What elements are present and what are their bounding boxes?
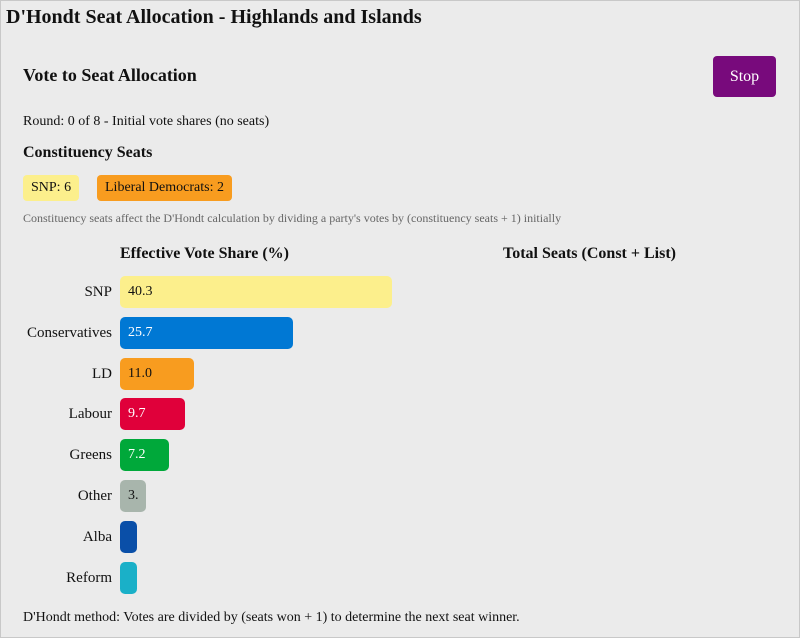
value-label: 7.2 [128, 447, 146, 463]
value-label: 40.3 [128, 284, 153, 299]
category-label: SNP [84, 284, 112, 300]
category-label: Other [77, 488, 112, 504]
bar [120, 561, 137, 594]
seats-title: Total Seats (Const + List) [503, 245, 676, 262]
bar [120, 357, 195, 390]
seat-badge: SNP: 6 [23, 175, 80, 201]
note: Constituency seats affect the D'Hondt ca… [23, 211, 562, 225]
chart-title: Effective Vote Share (%) [120, 245, 289, 262]
bar [120, 439, 169, 472]
constituency-title: Constituency Seats [23, 144, 153, 161]
category-label: Reform [66, 569, 112, 586]
value-label: 9.7 [128, 406, 146, 422]
category-label: Conservatives [27, 324, 112, 341]
bar [120, 520, 137, 553]
category-label: LD [92, 365, 112, 382]
value-label: 25.7 [128, 324, 153, 340]
round-text: Round: 0 of 8 - Initial vote shares (no … [23, 114, 270, 129]
category-label: Greens [69, 447, 112, 464]
bar [120, 480, 147, 512]
stop-button[interactable]: Stop [713, 56, 776, 97]
bar [120, 398, 186, 431]
panel-title: Vote to Seat Allocation [23, 65, 197, 85]
category-label: Labour [68, 406, 112, 423]
bar [120, 276, 392, 308]
page-title: D'Hondt Seat Allocation - Highlands and … [6, 6, 422, 28]
value-label: 11.0 [128, 365, 152, 381]
footer: D'Hondt method: Votes are divided by (se… [23, 610, 520, 625]
bar [120, 316, 294, 349]
category-label: Alba [82, 528, 112, 545]
seat-badge: Liberal Democrats: 2 [97, 175, 232, 201]
value-label: 3. [128, 488, 139, 503]
